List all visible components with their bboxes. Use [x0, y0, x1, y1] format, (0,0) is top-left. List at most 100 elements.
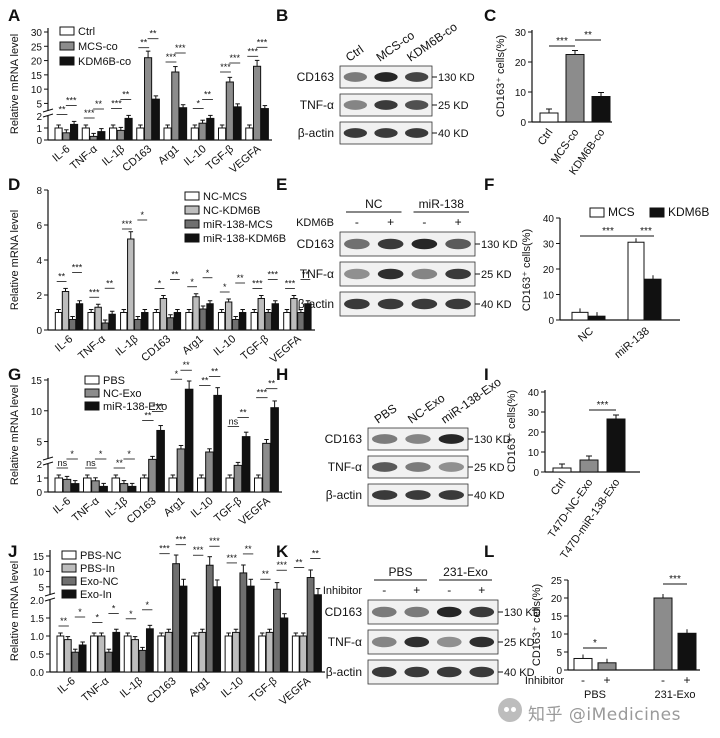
blot-band — [411, 268, 438, 280]
significance-mark: ** — [150, 29, 158, 39]
bar — [140, 477, 149, 493]
blot-protein-label: TNF-α — [328, 460, 362, 474]
blot-band — [445, 298, 471, 310]
significance-mark: *** — [276, 560, 287, 570]
bar — [627, 241, 645, 321]
blot-band — [405, 434, 431, 444]
blot-band — [374, 72, 398, 82]
lane-sign: - — [581, 673, 585, 687]
bar — [185, 312, 193, 331]
blot-lane-sign: - — [422, 215, 426, 229]
bar — [157, 635, 166, 673]
significance-mark: * — [129, 609, 133, 619]
blot-marker-label: 130 KD — [474, 434, 511, 446]
bar — [218, 127, 227, 141]
panel-label-F: F — [484, 175, 494, 194]
bar — [245, 127, 254, 141]
bar — [254, 477, 263, 493]
significance-mark: ** — [58, 104, 66, 114]
significance-mark: *** — [84, 108, 95, 118]
y-tick-label: 0.0 — [30, 668, 44, 679]
bar — [127, 485, 137, 493]
blot-band — [377, 238, 404, 250]
x-tick-label: CD163 — [145, 675, 179, 706]
significance-mark: *** — [285, 279, 296, 289]
y-tick-label: 1.0 — [30, 632, 44, 643]
significance-mark: *** — [152, 401, 163, 411]
panel-label-K: K — [276, 542, 289, 561]
significance-mark: ** — [312, 549, 320, 559]
bar — [120, 312, 128, 331]
y-axis-label: CD163⁺ cells(%) — [521, 229, 533, 311]
bar — [56, 635, 65, 673]
y-tick-label: 2 — [36, 112, 42, 123]
axis-break — [42, 456, 54, 461]
significance-mark: *** — [175, 43, 186, 53]
legend-swatch — [84, 375, 100, 385]
y-tick-label: 1 — [36, 124, 42, 135]
y-tick-label: 5 — [36, 99, 42, 110]
bar — [198, 631, 207, 673]
blot-protein-label: TNF-α — [300, 98, 334, 112]
blot-marker-label: 40 KD — [504, 667, 535, 679]
x-tick-label: IL-6 — [53, 333, 75, 354]
blot-band — [405, 72, 429, 82]
bar — [75, 303, 84, 331]
x-tick-label: CD163 — [139, 333, 173, 364]
legend-entry: Exo-In — [80, 589, 112, 601]
blot-protein-label: CD163 — [297, 70, 335, 84]
x-tick-label: IL-6 — [55, 675, 77, 696]
significance-mark: ** — [183, 360, 191, 370]
y-tick-label: 6 — [36, 221, 42, 232]
bar — [271, 303, 279, 331]
blot-band — [438, 434, 465, 444]
panel-label-C: C — [484, 6, 496, 25]
blot-protein-label: CD163 — [325, 432, 363, 446]
significance-mark: * — [78, 607, 82, 617]
legend-swatch — [84, 401, 100, 411]
x-tick-label: VEGFA — [237, 495, 273, 528]
bar — [116, 129, 125, 141]
y-tick-label: 15 — [33, 552, 45, 563]
blot-band — [371, 606, 397, 618]
significance-mark: ** — [268, 379, 276, 389]
blot-marker-label: 130 KD — [504, 607, 541, 619]
significance-mark: ns — [229, 417, 239, 427]
x-tick-label: Ctrl — [536, 127, 556, 148]
blot-band — [404, 666, 430, 678]
bar — [233, 464, 243, 493]
y-tick-label: 10 — [33, 567, 45, 578]
legend-swatch — [61, 563, 77, 573]
significance-mark: * — [196, 98, 200, 108]
bar — [191, 635, 199, 673]
bar — [239, 572, 248, 673]
blot-band — [372, 434, 398, 444]
blot-band — [377, 298, 404, 310]
blot-protein-label: β-actin — [326, 665, 362, 679]
bar — [184, 388, 194, 493]
bar — [283, 312, 291, 331]
bar — [205, 451, 214, 493]
legend-swatch — [61, 589, 77, 599]
bar — [152, 312, 161, 331]
blot-lane-sign: + — [387, 215, 394, 229]
bar — [166, 317, 175, 331]
significance-mark: ** — [60, 616, 68, 626]
x-tick-label: TNF-α — [68, 143, 100, 173]
bar — [205, 564, 214, 673]
x-tick-label: IL-1β — [113, 333, 140, 358]
panel-label-I: I — [484, 365, 489, 384]
y-axis-label: CD163⁺ cells(%) — [495, 35, 507, 117]
bar — [280, 617, 289, 673]
legend-entry: MCS-co — [78, 41, 118, 53]
blot-row-label: KDM6B — [296, 217, 334, 229]
y-tick-label: 30 — [528, 408, 540, 419]
bar — [97, 635, 106, 673]
bar — [232, 631, 240, 673]
legend-swatch — [59, 26, 75, 36]
bar — [306, 577, 315, 673]
